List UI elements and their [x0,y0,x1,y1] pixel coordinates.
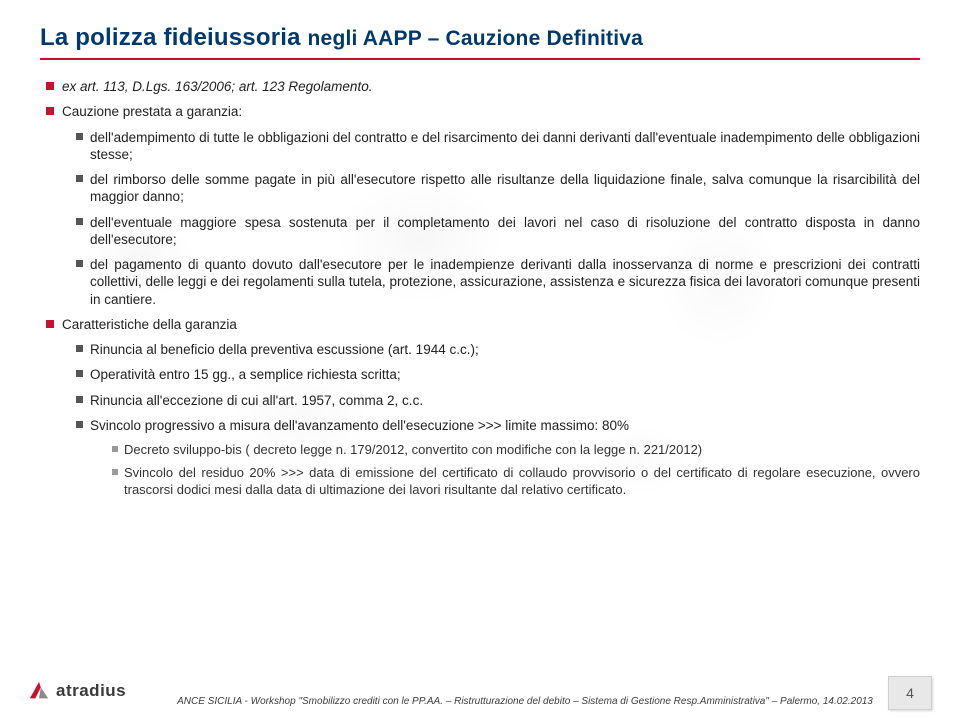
page-number-box: 4 [888,676,932,710]
footer: atradius ANCE SICILIA - Workshop "Smobil… [0,668,960,720]
page-number: 4 [906,685,914,701]
subbullet-pagamento: del pagamento di quanto dovuto dall'esec… [76,256,920,308]
subbullet-rinuncia-beneficio: Rinuncia al beneficio della preventiva e… [76,341,920,358]
subsubbullet-decreto: Decreto sviluppo-bis ( decreto legge n. … [112,442,920,459]
content-list: ex art. 113, D.Lgs. 163/2006; art. 123 R… [40,78,920,498]
logo-mark-icon [28,680,50,702]
slide-page: La polizza fideiussoria negli AAPP – Cau… [0,0,960,720]
footer-text: ANCE SICILIA - Workshop "Smobilizzo cred… [160,696,890,709]
title-block: La polizza fideiussoria negli AAPP – Cau… [40,24,920,60]
title-sub: negli AAPP – Cauzione Definitiva [308,27,643,50]
subbullet-rimborso: del rimborso delle somme pagate in più a… [76,171,920,206]
logo-text: atradius [56,681,126,701]
title-main: La polizza fideiussoria [40,24,308,51]
subsubbullet-residuo: Svincolo del residuo 20% >>> data di emi… [112,465,920,498]
page-title: La polizza fideiussoria negli AAPP – Cau… [40,24,920,52]
bullet-cauzione-prestata: Cauzione prestata a garanzia: [46,103,920,120]
logo: atradius [28,680,126,702]
bullet-ex-art: ex art. 113, D.Lgs. 163/2006; art. 123 R… [46,78,920,95]
bullet-caratteristiche: Caratteristiche della garanzia [46,316,920,333]
subbullet-maggiore-spesa: dell'eventuale maggiore spesa sostenuta … [76,214,920,249]
subbullet-operativita: Operatività entro 15 gg., a semplice ric… [76,366,920,383]
title-rule [40,58,920,60]
subbullet-adempimento: dell'adempimento di tutte le obbligazion… [76,129,920,164]
subbullet-svincolo: Svincolo progressivo a misura dell'avanz… [76,417,920,434]
subbullet-rinuncia-eccezione: Rinuncia all'eccezione di cui all'art. 1… [76,392,920,409]
